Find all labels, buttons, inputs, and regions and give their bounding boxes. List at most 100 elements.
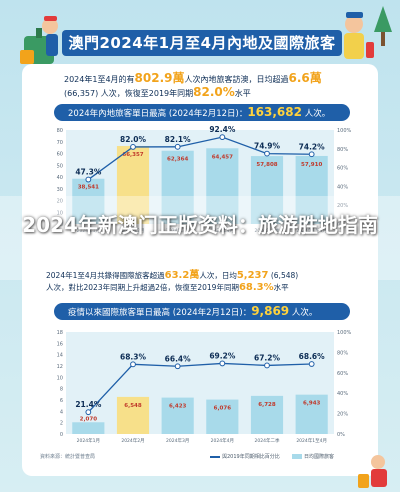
bar-value-label: 62,364 [167,157,188,163]
summary-value: 82.0% [193,85,235,99]
y-axis-tick-label: 0 [60,222,63,228]
percent-point [174,363,181,370]
percent-point [130,361,136,368]
bar [72,178,105,224]
percent-point [308,151,315,158]
bar-value-label: 57,808 [256,162,277,168]
bar-value-label: 6,943 [303,401,321,407]
percent-point [85,176,92,183]
bar [250,395,284,434]
bar-value-label: 38,541 [78,185,99,191]
traveler-illustration-bottom [358,455,387,488]
y2-axis-tick-label: 60% [337,166,348,172]
percent-point [219,134,226,141]
summary-text: 人次，日均 [199,271,237,280]
y2-axis-tick-label: 0% [337,222,345,228]
y-axis-tick-label: 70 [57,140,63,146]
y-axis-tick-label: 6 [60,398,63,404]
summary-value: 5,237 [236,270,269,281]
bar-value-label: 6,423 [169,404,187,410]
bar [116,146,150,224]
percent-line [87,362,312,413]
percent-label: 68.3% [120,352,147,361]
summary-value: 63.2萬 [164,270,200,281]
headline-overlay-title: 2024年新澳门正版资料：旅游胜地指南 [22,213,378,237]
y2-axis-tick-label: 60% [337,371,348,377]
percent-label: 68.6% [299,352,326,361]
percent-label: 67.2% [254,353,281,362]
x-axis-tick-label: 2024年1月 [77,437,100,444]
y2-axis-tick-label: 100% [337,330,352,336]
banner-text: 疫情以來國際旅客單日最高 (2024年2月12日)： [68,308,252,318]
summary-text: 2024年1至4月的有 [64,75,135,84]
y-axis-tick-label: 0 [60,432,63,438]
percent-label: 21.4% [75,400,102,409]
y-axis-tick-label: 18 [57,330,63,336]
y-axis-tick-label: 60 [57,152,63,158]
plot-area [66,332,334,434]
percent-point [174,143,181,150]
plot-area [66,130,334,224]
y-axis-tick-label: 2 [60,421,63,427]
summary-text: (6,548) [270,271,299,280]
y2-axis-tick-label: 40% [337,184,348,190]
bar [295,155,328,224]
bar [116,396,150,434]
legend-item-percent: 與2019年同期相比百分比 [210,453,280,460]
percent-label: 92.4% [209,125,236,134]
percent-label: 66.4% [165,354,192,363]
summary-text: 水平 [273,283,289,292]
x-axis-tick-label: 2024年1至4月 [296,437,327,444]
percent-point [308,361,315,367]
page-title: 澳門2024年1月至4月內地及國際旅客 [62,30,342,56]
y-axis-tick-label: 12 [57,364,63,370]
x-axis-tick-label: 2024年2月 [121,227,144,234]
legend-swatch [292,454,302,459]
bar [250,156,284,224]
percent-label: 74.9% [254,142,281,151]
traveler-illustration-left [20,16,58,64]
x-axis-tick-label: 2024年1至4月 [296,227,327,234]
summary-text: 2024年1至4月共錄得國際旅客超過 [46,271,165,280]
summary-value: 6.6萬 [288,71,322,85]
banner-value: 163,682 [247,105,302,119]
legend-label: 日均國際旅客 [304,454,335,460]
y-axis-tick-label: 80 [57,128,63,134]
mainland-peak-banner: 2024年內地旅客單日最高 (2024年2月12日)：163,682 人次。 [54,104,350,121]
y2-axis-tick-label: 20% [337,203,348,209]
y2-axis-tick-label: 80% [337,350,348,356]
bar [206,399,239,434]
international-peak-banner: 疫情以來國際旅客單日最高 (2024年2月12日)：9,869 人次。 [54,303,350,320]
bar-value-label: 6,728 [258,402,276,408]
summary-value: 802.9萬 [134,71,185,85]
x-axis-tick-label: 2024年一季 [255,227,280,234]
bar [161,397,194,434]
y-axis-tick-label: 30 [57,187,63,193]
bar-value-label: 64,457 [212,154,233,160]
percent-label: 47.3% [75,168,102,177]
bar [161,150,194,224]
mainland-chart: 0 10 20 30 40 50 60 70 80 0% 20% 40% 60% 80% 100% 38,54… [57,125,352,234]
x-axis-tick-label: 2024年3月 [166,437,189,444]
bar-value-label: 2,070 [80,416,98,422]
y2-axis-tick-label: 20% [337,412,348,418]
percent-label: 69.2% [209,351,236,360]
bar [72,422,105,434]
summary-text: 水平 [234,89,251,98]
y2-axis-tick-label: 100% [337,128,352,134]
x-axis-tick-label: 2024年4月 [211,227,234,234]
bar [295,394,328,434]
summary-text: 人次內地旅客訪澳，日均超過 [184,75,289,84]
mainland-summary: 2024年1至4月的有802.9萬人次內地旅客訪澳，日均超過6.6萬 (66,3… [64,72,344,100]
bar-value-label: 6,076 [214,406,232,412]
legend-item-bar: 日均國際旅客 [292,453,334,460]
x-axis-tick-label: 2024年二季 [255,437,280,444]
percent-line [87,136,312,181]
summary-text: (66,357) 人次，恢復至2019年同期 [64,89,194,98]
y2-axis-tick-label: 0% [337,432,345,438]
x-axis-tick-label: 2024年3月 [166,227,189,234]
x-axis-tick-label: 2024年4月 [211,437,234,444]
y-axis-tick-label: 40 [57,175,63,181]
bar [206,148,239,224]
summary-text: 人次，對比2023年同期上升超過2倍，恢復至2019年同期 [46,283,239,292]
